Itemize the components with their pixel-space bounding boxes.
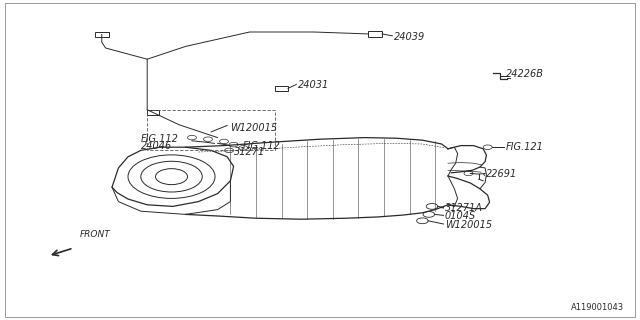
Text: FIG.121: FIG.121 [506, 142, 543, 152]
Text: 24046: 24046 [141, 140, 172, 151]
Text: A119001043: A119001043 [571, 303, 624, 312]
Text: 31271: 31271 [234, 147, 265, 157]
Text: 24031: 24031 [298, 80, 329, 90]
Text: FIG.112: FIG.112 [141, 134, 179, 144]
Text: 22691: 22691 [486, 169, 518, 180]
Text: 24039: 24039 [394, 32, 425, 42]
Text: FIG.112: FIG.112 [243, 140, 281, 151]
Text: 24226B: 24226B [506, 68, 543, 79]
Text: W120015: W120015 [445, 220, 492, 230]
Text: 31271A: 31271A [445, 203, 483, 213]
Text: 0104S: 0104S [445, 211, 476, 221]
Text: FRONT: FRONT [80, 230, 111, 239]
Text: W120015: W120015 [230, 123, 278, 133]
